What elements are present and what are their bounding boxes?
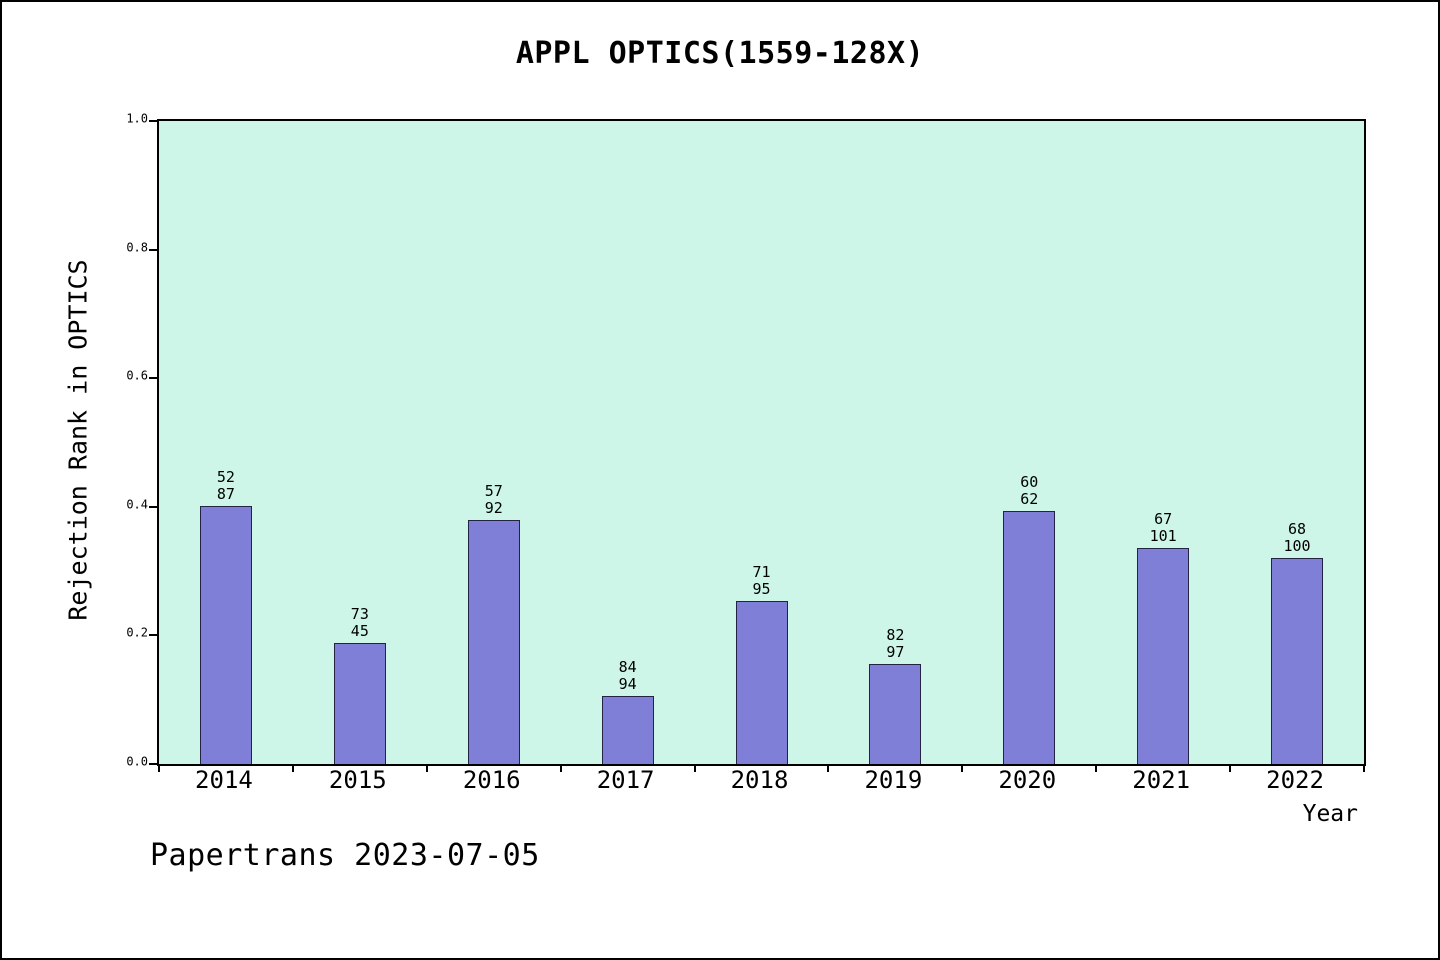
y-tick-label: 0.6 — [126, 368, 148, 383]
bar-value-line: 57 — [484, 482, 503, 500]
y-tick-label: 1.0 — [126, 111, 148, 126]
x-tick-label: 2019 — [864, 766, 923, 794]
bar-value-line: 60 — [1020, 473, 1039, 491]
y-tick-mark — [149, 505, 157, 508]
y-tick-mark — [149, 248, 157, 251]
y-tick-mark — [149, 763, 157, 765]
x-tick-mark — [291, 764, 294, 772]
bar-value-line: 68 — [1288, 520, 1307, 538]
bar-value-label: 60 62 — [1020, 474, 1038, 508]
bar-value-line: 94 — [618, 675, 637, 693]
x-tick-mark — [1095, 764, 1098, 772]
x-tick-label: 2016 — [462, 766, 521, 794]
x-tick-label: 2014 — [195, 766, 253, 794]
bar — [1003, 511, 1056, 764]
bar-value-label: 73 45 — [351, 606, 369, 640]
bar-value-line: 73 — [350, 605, 369, 623]
x-tick-mark — [693, 764, 696, 772]
y-tick-label: 0.0 — [126, 754, 148, 769]
x-tick-label: 2021 — [1132, 766, 1191, 794]
bar-value-label: 84 94 — [619, 659, 637, 693]
bar-value-label: 82 97 — [886, 627, 904, 661]
bar — [1137, 548, 1190, 764]
y-tick-label: 0.4 — [126, 497, 148, 512]
bar-value-label: 71 95 — [752, 564, 770, 598]
bar — [601, 696, 654, 764]
y-tick-mark — [149, 120, 157, 122]
y-tick-mark — [149, 377, 157, 380]
bar-value-line: 100 — [1283, 537, 1311, 555]
bar-value-label: 57 92 — [485, 483, 503, 517]
x-tick-mark — [1229, 764, 1232, 772]
bar-value-label: 52 87 — [217, 469, 235, 503]
bar — [869, 664, 922, 764]
bar — [1271, 558, 1324, 764]
x-tick-mark — [425, 764, 428, 772]
bar-value-line: 92 — [484, 499, 503, 517]
x-tick-label: 2022 — [1266, 766, 1324, 794]
bar — [199, 506, 252, 764]
bar-value-line: 97 — [886, 643, 905, 661]
bar-value-line: 87 — [216, 485, 235, 503]
x-tick-mark — [559, 764, 562, 772]
bar-value-line: 71 — [752, 563, 771, 581]
bar-value-label: 67 101 — [1150, 511, 1177, 545]
x-tick-mark — [961, 764, 964, 772]
x-tick-label: 2020 — [998, 766, 1057, 794]
bar-value-line: 45 — [350, 622, 369, 640]
chart-title: APPL OPTICS(1559-128X) — [515, 36, 925, 71]
x-tick-label: 2015 — [328, 766, 387, 794]
bar-value-line: 62 — [1020, 490, 1039, 508]
bar-value-line: 52 — [216, 468, 235, 486]
y-tick-mark — [149, 634, 157, 637]
x-tick-label: 2017 — [596, 766, 655, 794]
y-tick-label: 0.8 — [126, 240, 148, 255]
bar-value-line: 67 — [1154, 510, 1173, 528]
y-tick-label: 0.2 — [126, 625, 148, 640]
bar — [735, 601, 788, 764]
x-tick-mark — [1363, 764, 1365, 772]
plot-area: 52 87 73 45 57 92 84 94 71 95 82 97 60 62 67 101 68 100 — [149, 119, 1366, 772]
y-axis-label: Rejection Rank in OPTICS — [63, 259, 93, 621]
bar — [467, 520, 520, 764]
bar-value-line: 101 — [1149, 527, 1177, 545]
bar-value-line: 84 — [618, 658, 637, 676]
x-axis-label: Year — [1302, 801, 1358, 827]
x-tick-mark — [158, 764, 160, 772]
bar-value-label: 68 100 — [1284, 521, 1311, 555]
x-tick-label: 2018 — [730, 766, 789, 794]
footer-watermark: Papertrans 2023-07-05 — [150, 838, 540, 873]
x-tick-mark — [827, 764, 830, 772]
bar-value-line: 82 — [886, 626, 905, 644]
bar-value-line: 95 — [752, 580, 771, 598]
bar — [333, 643, 386, 764]
